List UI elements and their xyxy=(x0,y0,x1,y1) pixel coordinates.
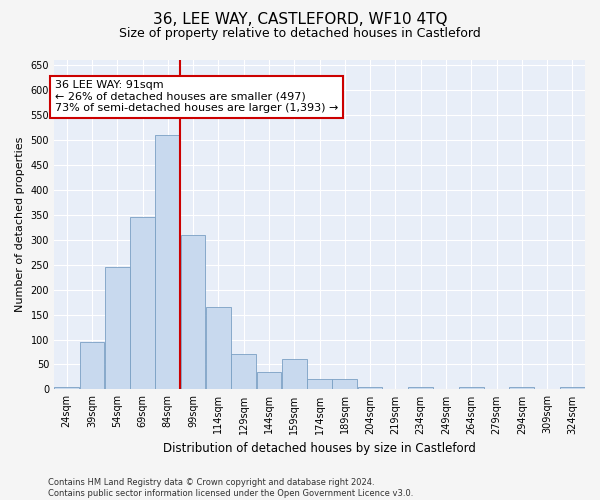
Bar xyxy=(206,307,231,390)
Text: 36 LEE WAY: 91sqm
← 26% of detached houses are smaller (497)
73% of semi-detache: 36 LEE WAY: 91sqm ← 26% of detached hous… xyxy=(55,80,338,113)
X-axis label: Distribution of detached houses by size in Castleford: Distribution of detached houses by size … xyxy=(163,442,476,455)
Bar xyxy=(408,387,433,390)
Bar xyxy=(54,387,79,390)
Bar xyxy=(80,342,104,390)
Y-axis label: Number of detached properties: Number of detached properties xyxy=(15,137,25,312)
Bar xyxy=(155,135,180,390)
Bar xyxy=(358,387,382,390)
Bar xyxy=(560,387,585,390)
Bar xyxy=(105,267,130,390)
Text: Size of property relative to detached houses in Castleford: Size of property relative to detached ho… xyxy=(119,28,481,40)
Bar xyxy=(459,387,484,390)
Bar xyxy=(332,380,357,390)
Bar xyxy=(282,360,307,390)
Bar xyxy=(307,380,332,390)
Bar xyxy=(231,354,256,390)
Bar xyxy=(257,372,281,390)
Bar xyxy=(181,234,205,390)
Text: Contains HM Land Registry data © Crown copyright and database right 2024.
Contai: Contains HM Land Registry data © Crown c… xyxy=(48,478,413,498)
Bar xyxy=(509,387,534,390)
Text: 36, LEE WAY, CASTLEFORD, WF10 4TQ: 36, LEE WAY, CASTLEFORD, WF10 4TQ xyxy=(153,12,447,28)
Bar xyxy=(130,217,155,390)
